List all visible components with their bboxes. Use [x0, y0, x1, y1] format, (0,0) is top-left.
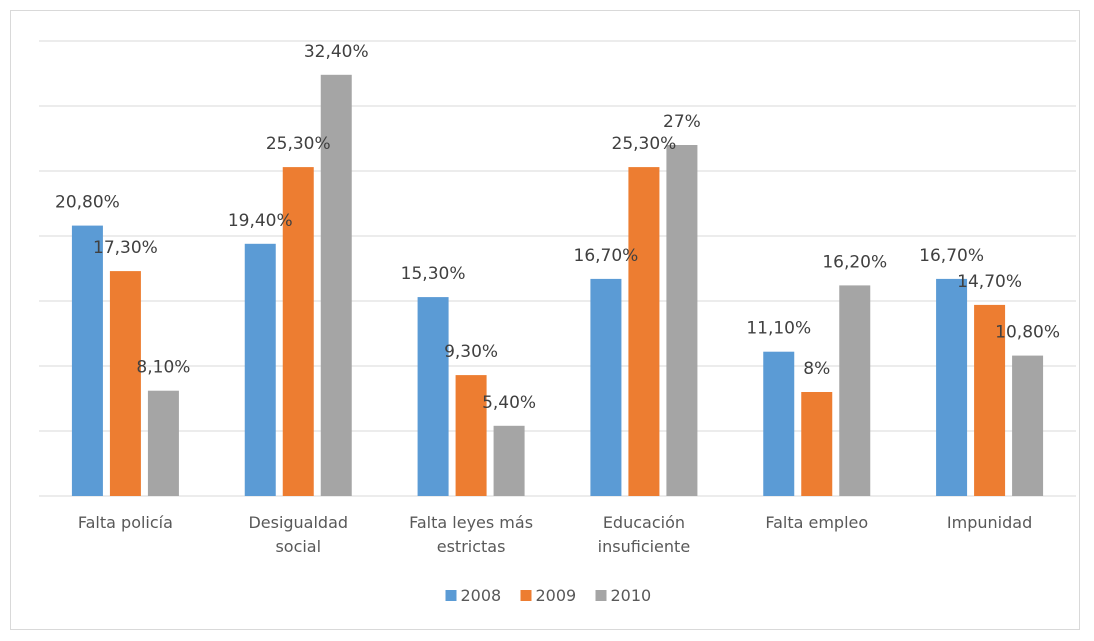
x-tick-label-3: Educación insuficiente	[598, 513, 690, 556]
data-label-2010-4: 16,20%	[822, 252, 887, 272]
data-label-2009-5: 14,70%	[957, 272, 1022, 292]
gridlines	[39, 40, 1076, 497]
bars	[71, 74, 1044, 497]
data-label-2008-3: 16,70%	[574, 246, 639, 266]
bar-2008-2	[417, 297, 449, 496]
bar-2008-1	[244, 243, 276, 496]
bar-2008-4	[763, 351, 795, 496]
bar-2010-1	[320, 74, 352, 497]
legend: 2008 2009 2010	[445, 586, 652, 605]
data-label-2009-0: 17,30%	[93, 238, 158, 258]
bar-2009-3	[628, 167, 660, 496]
bar-2010-5	[1012, 355, 1044, 496]
data-label-2008-1: 19,40%	[228, 211, 293, 231]
data-label-2008-5: 16,70%	[919, 246, 984, 266]
bar-2010-4	[839, 285, 871, 496]
bar-2009-2	[455, 375, 487, 496]
data-label-2008-0: 20,80%	[55, 193, 120, 213]
x-tick-label-4: Falta empleo	[765, 513, 868, 532]
data-label-2010-2: 5,40%	[482, 393, 536, 413]
bar-2009-0	[109, 271, 141, 496]
bar-2010-3	[666, 145, 698, 496]
data-label-2008-2: 15,30%	[401, 264, 466, 284]
x-tick-label-5: Impunidad	[947, 513, 1032, 532]
chart-frame: 20,80% 17,30% 8,10% 19,40% 25,30% 32,40% 15,30…	[10, 10, 1080, 630]
data-labels: 20,80% 17,30% 8,10% 19,40% 25,30% 32,40% 15,30…	[55, 42, 1060, 413]
x-tick-label-0: Falta policía	[78, 513, 173, 532]
bar-2009-4	[801, 392, 833, 496]
x-axis: Falta policía Desigualdad social Falta leye…	[78, 513, 1032, 556]
x-tick-label-1: Desigualdad social	[248, 513, 348, 556]
legend-swatch-2009	[520, 590, 532, 601]
bar-2008-3	[590, 278, 622, 496]
data-label-2009-4: 8%	[803, 359, 830, 379]
data-label-2010-1: 32,40%	[304, 42, 369, 62]
legend-label-2010: 2010	[611, 586, 652, 605]
data-label-2010-3: 27%	[663, 112, 701, 132]
bar-2010-2	[493, 425, 525, 496]
data-label-2010-0: 8,10%	[136, 358, 190, 378]
legend-swatch-2010	[595, 590, 607, 601]
data-label-2008-4: 11,10%	[746, 319, 811, 339]
bar-2010-0	[147, 390, 179, 496]
bar-chart: 20,80% 17,30% 8,10% 19,40% 25,30% 32,40% 15,30…	[39, 40, 1076, 605]
legend-label-2008: 2008	[461, 586, 502, 605]
x-tick-label-2: Falta leyes más estrictas	[409, 513, 533, 556]
legend-swatch-2008	[445, 590, 457, 601]
bar-2009-5	[974, 304, 1006, 496]
data-label-2009-3: 25,30%	[612, 134, 677, 154]
bar-2008-5	[936, 278, 968, 496]
bar-2008-0	[71, 225, 103, 496]
data-label-2009-2: 9,30%	[444, 342, 498, 362]
data-label-2010-5: 10,80%	[995, 323, 1060, 343]
bar-2009-1	[282, 167, 314, 496]
legend-label-2009: 2009	[536, 586, 577, 605]
data-label-2009-1: 25,30%	[266, 134, 331, 154]
